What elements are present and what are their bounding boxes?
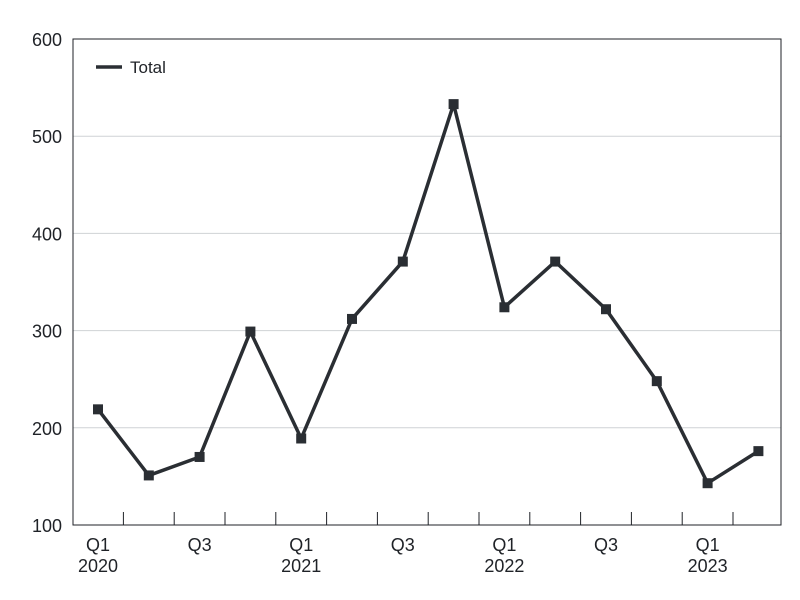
plot-frame [72, 38, 782, 526]
data-point [753, 446, 764, 457]
x-tick-label-year: 2023 [688, 556, 728, 576]
data-point [347, 313, 357, 324]
x-tick-label-year: 2020 [78, 556, 118, 576]
x-tick-label-quarter: Q3 [391, 535, 415, 555]
y-tick-label: 400 [32, 224, 62, 244]
x-tick-label-quarter: Q1 [289, 535, 313, 555]
x-tick-label-quarter: Q3 [188, 535, 212, 555]
x-tick-label-year: 2022 [484, 556, 524, 576]
data-point [245, 326, 256, 337]
gridlines [73, 135, 781, 429]
y-tick-label: 200 [32, 419, 62, 439]
data-point [194, 451, 205, 462]
y-tick-label: 100 [32, 516, 62, 536]
data-point [550, 256, 561, 267]
data-point [93, 404, 103, 415]
series-line [96, 102, 760, 485]
data-point [143, 470, 154, 481]
x-tick-label-quarter: Q3 [594, 535, 618, 555]
x-tick-label-year: 2021 [281, 556, 321, 576]
y-tick-label: 500 [32, 127, 62, 147]
data-point [448, 99, 459, 110]
legend-label: Total [130, 58, 166, 77]
data-point [499, 302, 510, 313]
legend: Total [96, 58, 166, 77]
x-tick-label-quarter: Q1 [696, 535, 720, 555]
data-point [296, 433, 307, 444]
data-point [702, 478, 713, 489]
data-point [651, 376, 662, 387]
y-tick-label: 300 [32, 322, 62, 342]
series-total [93, 99, 764, 489]
y-axis: 100 200 300 400 500 600 [32, 30, 62, 536]
y-tick-label: 600 [32, 30, 62, 50]
x-tick-label-quarter: Q1 [492, 535, 516, 555]
data-point [601, 304, 611, 315]
x-tick-label-quarter: Q1 [86, 535, 110, 555]
data-point [397, 256, 408, 267]
